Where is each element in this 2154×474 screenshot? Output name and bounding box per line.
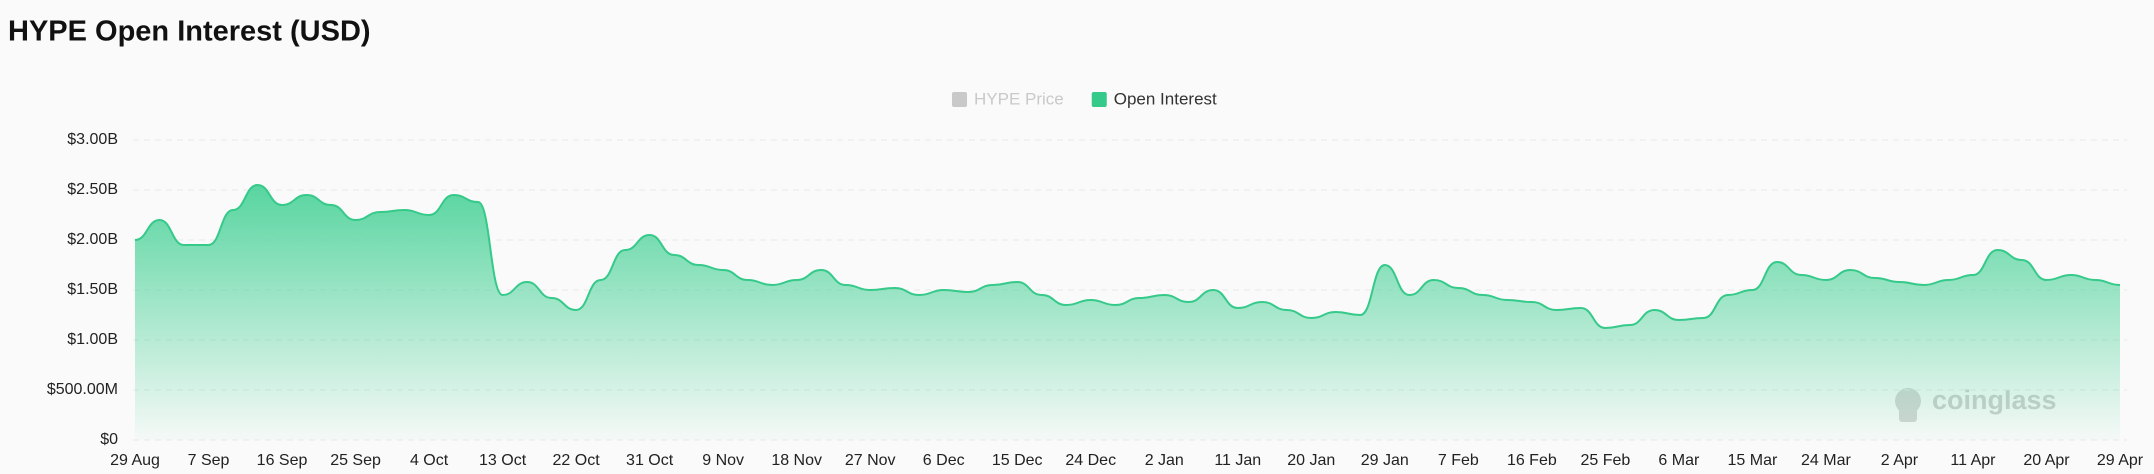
x-tick-label: 6 Mar (1658, 452, 1700, 469)
y-tick-label: $3.00B (67, 131, 118, 148)
x-tick-label: 16 Feb (1507, 452, 1557, 469)
legend-label: Open Interest (1114, 89, 1217, 108)
x-tick-label: 7 Sep (188, 452, 230, 469)
x-tick-label: 4 Oct (410, 452, 449, 469)
x-tick-label: 25 Feb (1580, 452, 1630, 469)
legend: HYPE Price Open Interest (952, 89, 1217, 108)
x-tick-label: 13 Oct (479, 452, 527, 469)
x-tick-label: 16 Sep (257, 452, 308, 469)
x-tick-label: 27 Nov (845, 452, 896, 469)
x-tick-label: 11 Apr (1950, 452, 1996, 469)
x-tick-label: 31 Oct (626, 452, 674, 469)
x-tick-label: 7 Feb (1438, 452, 1479, 469)
y-tick-label: $2.50B (67, 181, 118, 198)
y-tick-label: $0 (100, 431, 118, 448)
y-tick-label: $2.00B (67, 231, 118, 248)
area (135, 185, 2120, 440)
y-tick-label: $1.50B (67, 281, 118, 298)
x-tick-label: 15 Dec (992, 452, 1043, 469)
x-tick-label: 24 Mar (1801, 452, 1851, 469)
y-tick-label: $1.00B (67, 331, 118, 348)
x-tick-label: 25 Sep (330, 452, 381, 469)
x-tick-label: 22 Oct (553, 452, 601, 469)
x-tick-label: 2 Jan (1145, 452, 1184, 469)
x-tick-label: 11 Jan (1214, 452, 1261, 469)
chart-title: HYPE Open Interest (USD) (8, 16, 371, 48)
x-tick-label: 9 Nov (702, 452, 744, 469)
x-tick-label: 20 Apr (2023, 452, 2070, 469)
x-tick-label: 6 Dec (923, 452, 965, 469)
x-tick-label: 29 Aug (110, 452, 160, 469)
x-tick-label: 24 Dec (1065, 452, 1116, 469)
legend-swatch (952, 92, 967, 107)
x-tick-label: 15 Mar (1728, 452, 1778, 469)
legend-swatch (1091, 92, 1107, 107)
line (134, 183, 2121, 330)
x-tick-label: 29 Apr (2097, 452, 2144, 469)
y-tick-label: $500.00M (47, 381, 118, 398)
legend-label: HYPE Price (974, 89, 1064, 108)
x-tick-label: 29 Jan (1361, 452, 1409, 469)
x-tick-label: 20 Jan (1287, 452, 1335, 469)
x-tick-label: 2 Apr (1881, 452, 1919, 469)
x-tick-label: 18 Nov (771, 452, 822, 469)
